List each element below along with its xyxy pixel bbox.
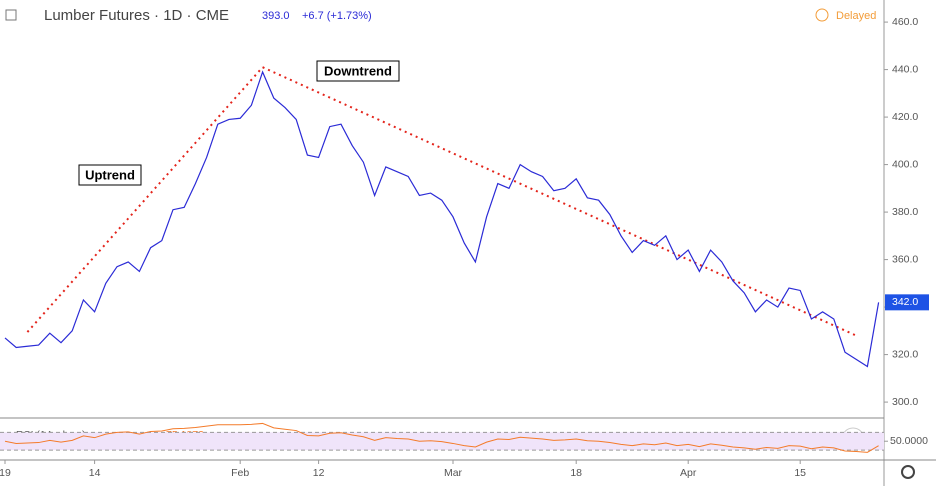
settings-icon[interactable] [901, 465, 915, 479]
chart-title: Lumber Futures · 1D · CME [44, 7, 229, 24]
trendline [262, 66, 857, 337]
rsi-line [4, 422, 879, 453]
y-tick-label: 440.0 [892, 63, 918, 75]
x-tick-label: Apr [680, 467, 697, 479]
x-tick-label: 18 [570, 467, 582, 479]
price-tag [885, 294, 929, 311]
annotation: Downtrend [324, 63, 392, 78]
rsi-tick-label: 50.0000 [890, 435, 928, 447]
x-tick-label: 12 [313, 467, 325, 479]
delayed-status[interactable]: Delayed [836, 10, 876, 22]
price-line [4, 70, 880, 368]
y-tick-label: 460.0 [892, 16, 918, 28]
annotation-box [78, 164, 142, 186]
x-tick-label: Mar [444, 467, 463, 479]
x-tick-label: 14 [89, 467, 101, 479]
y-tick-label: 300.0 [892, 396, 918, 408]
trendline [26, 66, 264, 333]
price-tag-label: 342.0 [892, 296, 918, 308]
x-tick-label: 19 [0, 467, 11, 479]
y-tick-label: 380.0 [892, 206, 918, 218]
price-change: +6.7 (+1.73%) [302, 10, 372, 22]
x-tick-label: 15 [794, 467, 806, 479]
x-tick-label: Feb [231, 467, 249, 479]
annotation-box [316, 60, 400, 82]
y-tick-label: 400.0 [892, 158, 918, 170]
delayed-icon [815, 8, 829, 22]
y-tick-label: 360.0 [892, 253, 918, 265]
y-tick-label: 320.0 [892, 348, 918, 360]
last-price: 393.0 [262, 10, 290, 22]
collapse-icon[interactable] [5, 9, 17, 21]
annotation: Uptrend [85, 167, 135, 182]
y-tick-label: 420.0 [892, 111, 918, 123]
